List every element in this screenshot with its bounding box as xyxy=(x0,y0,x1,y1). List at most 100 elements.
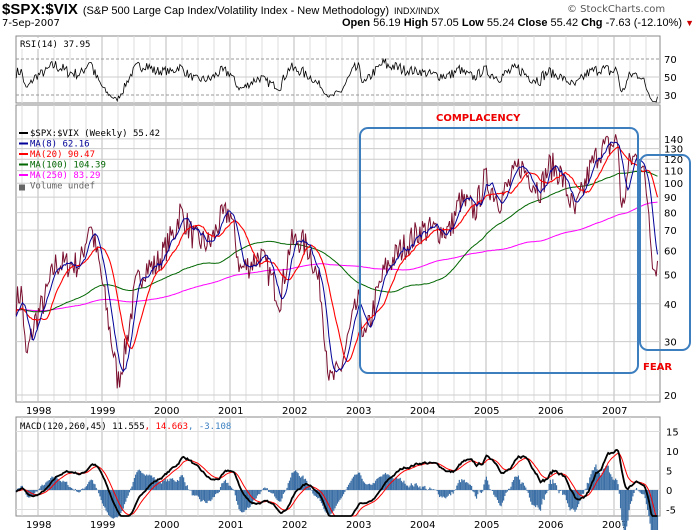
macd-histogram-bar xyxy=(226,482,228,491)
y-tick-label: 70 xyxy=(664,226,677,237)
macd-histogram-bar xyxy=(633,490,635,493)
macd-histogram-bar xyxy=(503,490,505,501)
macd-histogram-bar xyxy=(274,490,276,497)
macd-histogram-bar xyxy=(56,477,58,491)
macd-histogram-bar xyxy=(640,490,643,494)
macd-histogram-bar xyxy=(203,490,206,502)
macd-x-tick-label: 2002 xyxy=(282,520,307,530)
macd-x-tick-label: 2005 xyxy=(474,520,499,530)
macd-histogram-bar xyxy=(41,484,43,491)
close-label: Close xyxy=(517,17,548,29)
main-panel-frame xyxy=(15,104,661,403)
ma100-line xyxy=(16,170,658,313)
macd-histogram-bar xyxy=(568,490,570,508)
macd-histogram-bar xyxy=(363,482,366,491)
macd-histogram-bar xyxy=(313,490,315,496)
macd-histogram-bar xyxy=(541,490,543,505)
macd-histogram-bar xyxy=(655,490,657,530)
macd-histogram-bar xyxy=(554,483,556,491)
macd-histogram-bar xyxy=(623,490,625,530)
macd-histogram-bar xyxy=(591,470,593,491)
macd-histogram-bar xyxy=(155,480,158,491)
macd-histogram-bar xyxy=(601,472,603,491)
macd-histogram-bar xyxy=(206,490,208,504)
macd-histogram-bar xyxy=(424,485,426,491)
macd-histogram-bar xyxy=(354,474,356,491)
macd-histogram-bar xyxy=(468,484,470,491)
macd-histogram-bar xyxy=(543,490,545,500)
macd-histogram-bar xyxy=(317,490,319,499)
macd-tick-label: 5 xyxy=(666,467,672,478)
macd-histogram-bar xyxy=(414,483,416,491)
x-tick-label: 2000 xyxy=(154,406,179,417)
macd-histogram-bar xyxy=(290,477,292,491)
macd-histogram-bar xyxy=(567,490,569,504)
macd-histogram-bar xyxy=(34,490,36,494)
macd-histogram-bar xyxy=(87,484,89,491)
macd-histogram-bar xyxy=(308,486,310,491)
macd-histogram-bar xyxy=(141,472,143,491)
macd-histogram-bar xyxy=(642,490,644,495)
macd-histogram-bar xyxy=(536,490,538,506)
macd-value: MACD(120,260,45) xyxy=(20,422,107,432)
macd-x-tick-label: 2006 xyxy=(538,520,563,530)
macd-histogram-bar xyxy=(371,484,373,491)
macd-histogram-bar xyxy=(179,476,181,491)
y-tick-label: 110 xyxy=(664,167,683,178)
macd-histogram-bar xyxy=(338,490,340,502)
description: (S&P 500 Large Cap Index/Volatility Inde… xyxy=(82,5,390,17)
macd-histogram-bar xyxy=(292,472,294,491)
macd-histogram-bar xyxy=(165,481,167,491)
macd-histogram-bar xyxy=(331,490,334,513)
macd-histogram-bar xyxy=(176,479,179,491)
y-tick-label: 40 xyxy=(664,300,677,311)
macd-histogram-bar xyxy=(479,490,481,493)
macd-histogram-bar xyxy=(603,468,606,491)
y-tick-label: 60 xyxy=(664,246,677,257)
close-value: 55.42 xyxy=(550,17,579,29)
macd-histogram-bar xyxy=(171,478,174,491)
macd-histogram-bar xyxy=(216,490,218,494)
macd-histogram-bar xyxy=(653,490,655,530)
macd-histogram-bar xyxy=(356,474,358,491)
macd-histogram-bar xyxy=(199,490,201,500)
macd-histogram-bar xyxy=(334,490,336,509)
macd-histogram-bar xyxy=(445,490,447,499)
macd-histogram-bar xyxy=(40,486,42,491)
macd-histogram-bar xyxy=(190,490,192,491)
macd-histogram-bar xyxy=(343,490,345,495)
macd-histogram-bar xyxy=(154,479,156,491)
macd-histogram-bar xyxy=(488,484,490,491)
macd-histogram-bar xyxy=(245,490,247,510)
macd-histogram-bar xyxy=(645,490,647,505)
macd-histogram-bar xyxy=(301,476,303,491)
macd-histogram-bar xyxy=(178,480,180,491)
macd-histogram-bar xyxy=(505,490,507,493)
macd-histogram-bar xyxy=(254,490,256,500)
macd-histogram-bar xyxy=(482,490,484,492)
macd-histogram-bar xyxy=(333,490,335,511)
macd-histogram-bar xyxy=(45,482,47,491)
macd-histogram-bar xyxy=(128,490,131,493)
macd-histogram-bar xyxy=(181,475,183,491)
macd-tick-label: 10 xyxy=(666,447,679,458)
macd-histogram-bar xyxy=(136,472,138,491)
macd-histogram-bar xyxy=(616,479,618,491)
macd-histogram-bar xyxy=(265,488,267,491)
macd-histogram-bar xyxy=(429,487,431,491)
macd-histogram-bar xyxy=(279,490,281,502)
macd-histogram-bar xyxy=(597,471,599,491)
macd-histogram-bar xyxy=(638,490,640,492)
macd-histogram-bar xyxy=(583,490,585,494)
macd-histogram-bar xyxy=(373,483,375,491)
macd-histogram-bar xyxy=(495,490,497,498)
macd-histogram-bar xyxy=(330,490,332,514)
macd-histogram-bar xyxy=(132,481,134,491)
macd-histogram-bar xyxy=(242,490,244,513)
macd-histogram-bar xyxy=(160,483,163,491)
macd-histogram-bar xyxy=(58,480,60,491)
ma20-line xyxy=(15,146,659,363)
macd-histogram-bar xyxy=(531,490,533,505)
macd-histogram-bar xyxy=(393,479,395,491)
macd-histogram-bar xyxy=(388,475,390,491)
